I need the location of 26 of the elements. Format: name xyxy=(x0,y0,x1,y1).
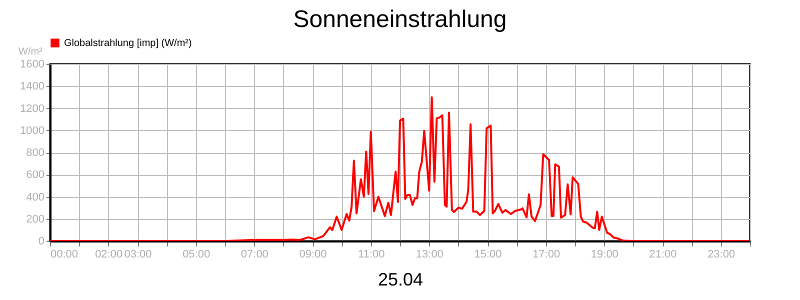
x-tick-label: 00:00 xyxy=(50,248,78,260)
x-tick-label: 19:00 xyxy=(590,248,618,260)
y-tick-label: 400 xyxy=(26,191,44,204)
x-tick-label: 09:00 xyxy=(299,248,327,260)
x-tick-label: 17:00 xyxy=(532,248,560,260)
y-tick-label: 200 xyxy=(26,213,44,226)
x-tick-label: 13:00 xyxy=(416,248,444,260)
chart-title: Sonneneinstrahlung xyxy=(293,6,507,33)
x-tick-label: 05:00 xyxy=(182,248,210,260)
x-tick-label: 21:00 xyxy=(649,248,677,260)
y-tick-label: 800 xyxy=(26,147,44,159)
y-axis-title: W/m² xyxy=(18,46,44,58)
x-tick-label: 15:00 xyxy=(474,248,502,260)
x-tick-label: 07:00 xyxy=(240,248,268,260)
y-tick-label: 1000 xyxy=(20,124,44,137)
x-axis-title: 25.04 xyxy=(378,270,424,290)
y-tick-label: 1400 xyxy=(20,80,44,93)
x-tick-label: 03:00 xyxy=(124,248,152,260)
legend-label: Globalstrahlung [imp] (W/m²) xyxy=(64,38,192,49)
x-tick-label: 02:00 xyxy=(95,248,123,260)
y-tick-label: 600 xyxy=(26,169,44,182)
x-tick-label: 23:00 xyxy=(708,248,736,260)
x-tick-label: 11:00 xyxy=(358,248,385,260)
y-tick-label: 1200 xyxy=(20,102,44,115)
y-tick-label: 1600 xyxy=(20,58,44,70)
y-tick-label: 0 xyxy=(38,236,44,248)
